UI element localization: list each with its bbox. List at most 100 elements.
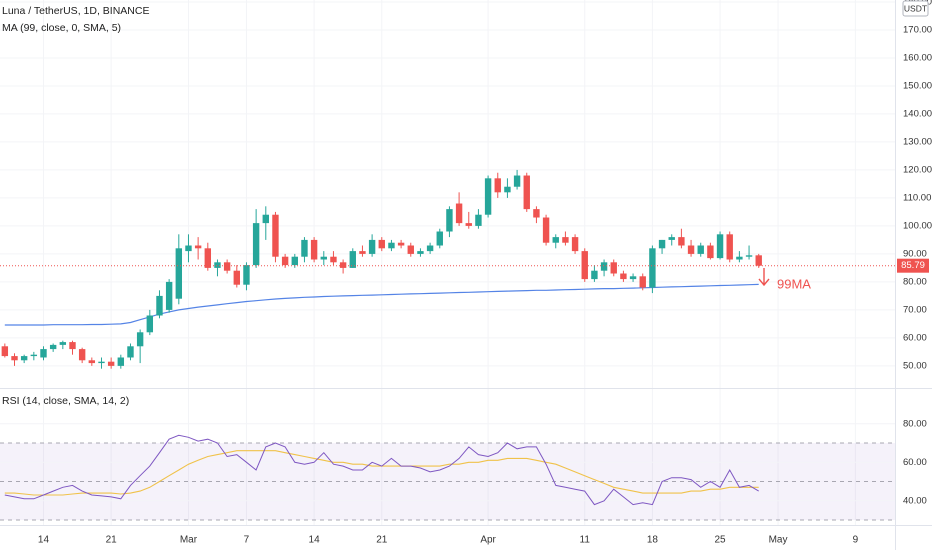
candle-body — [533, 209, 540, 218]
candle-body — [465, 223, 472, 226]
candle-body — [542, 217, 550, 243]
x-tick-label: 25 — [714, 535, 726, 546]
candle-body — [1, 346, 9, 357]
y-tick-label: 120.00 — [903, 164, 932, 175]
candle-body — [98, 361, 105, 364]
ma-legend: MA (99, close, 0, SMA, 5) — [2, 22, 121, 34]
rsi-line — [4, 434, 759, 506]
candle-body — [368, 239, 376, 254]
x-tick-label: 21 — [376, 535, 388, 546]
candle-body — [407, 245, 414, 254]
currency: USDT — [904, 3, 927, 13]
y-tick-label: 80.00 — [903, 418, 927, 429]
annotation: 99MA — [777, 276, 811, 291]
candle-body — [359, 251, 366, 254]
last-price-tag — [897, 258, 929, 273]
candle-body — [107, 361, 115, 366]
y-tick-label: 70.00 — [903, 304, 927, 315]
y-tick-label: 50.00 — [903, 360, 927, 371]
x-tick-label: 18 — [647, 535, 659, 546]
candle-body — [165, 281, 173, 310]
rsi-legend: RSI (14, close, SMA, 14, 2) — [2, 395, 129, 407]
candle-body — [272, 214, 279, 257]
candle-body — [243, 265, 250, 285]
candle-body — [600, 262, 608, 271]
x-tick-label: 14 — [309, 535, 321, 546]
candle-body — [552, 237, 559, 243]
y-tick-label: 130.00 — [903, 136, 932, 147]
candle-body — [262, 214, 269, 224]
candle-body — [639, 276, 646, 288]
candle-body — [417, 251, 424, 254]
candle-body — [252, 223, 260, 266]
candle-body — [658, 239, 666, 249]
last-price-label: 85.79 — [901, 260, 925, 271]
y-tick-label: 40.00 — [903, 495, 927, 506]
candle-body — [339, 262, 347, 268]
candle-body — [397, 242, 405, 246]
y-tick-label: 150.00 — [903, 80, 932, 91]
candle-body — [214, 262, 221, 268]
y-tick-label: 160.00 — [903, 52, 932, 63]
candle-body — [629, 276, 637, 280]
candle-body — [185, 245, 192, 252]
candle-body — [30, 354, 38, 357]
candle-body — [310, 239, 318, 260]
candle-body — [610, 262, 617, 274]
candle-body — [484, 178, 492, 215]
candle-body — [726, 234, 733, 260]
candle-body — [697, 245, 704, 254]
currency-box[interactable] — [902, 0, 929, 17]
x-tick-label: Apr — [480, 535, 496, 546]
candle-body — [127, 346, 134, 358]
candle-body — [78, 349, 86, 361]
candle-body — [320, 256, 327, 260]
candle-body — [504, 186, 511, 193]
chart-title: Luna / TetherUS, 1D, BINANCE — [2, 5, 149, 17]
candle-body — [562, 237, 569, 243]
candle-body — [117, 357, 125, 366]
x-tick-label: Mar — [180, 535, 198, 546]
y-tick-label: 170.00 — [903, 24, 932, 35]
candle-body — [291, 256, 298, 266]
candle-body — [426, 245, 434, 252]
x-tick-label: May — [769, 535, 788, 546]
candle-body — [233, 270, 240, 285]
candle-body — [194, 245, 202, 249]
x-tick-label: 11 — [580, 535, 591, 546]
candle-body — [40, 349, 47, 358]
candle-body — [736, 256, 743, 260]
candle-body — [378, 239, 385, 249]
candle-body — [446, 209, 453, 232]
candle-body — [475, 214, 482, 226]
candle-body — [649, 248, 656, 288]
candle-body — [146, 315, 154, 333]
candle-body — [755, 255, 762, 266]
candle-body — [281, 256, 289, 266]
x-tick-label: 9 — [853, 535, 859, 546]
candle-body — [175, 248, 183, 299]
candle-body — [156, 295, 163, 316]
candle-body — [687, 245, 695, 254]
candle-body — [571, 237, 579, 252]
candle-body — [436, 231, 443, 246]
candle-body — [513, 175, 521, 187]
candle-body — [707, 245, 714, 259]
candle-body — [301, 239, 308, 257]
x-tick-label: 7 — [244, 535, 250, 546]
candle-body — [11, 356, 18, 361]
candle-body — [620, 273, 627, 280]
y-tick-label: 110.00 — [903, 192, 931, 203]
candle-body — [523, 175, 530, 210]
candle-body — [494, 178, 501, 193]
candle-body — [591, 270, 598, 280]
candle-body — [455, 203, 463, 224]
candle-body — [581, 251, 588, 280]
candle-body — [716, 234, 724, 259]
candle-body — [204, 248, 212, 268]
y-tick-label: 60.00 — [903, 332, 927, 343]
candle-body — [136, 332, 144, 347]
annotation-arrow — [758, 268, 770, 287]
y-tick-label: 60.00 — [903, 457, 927, 468]
